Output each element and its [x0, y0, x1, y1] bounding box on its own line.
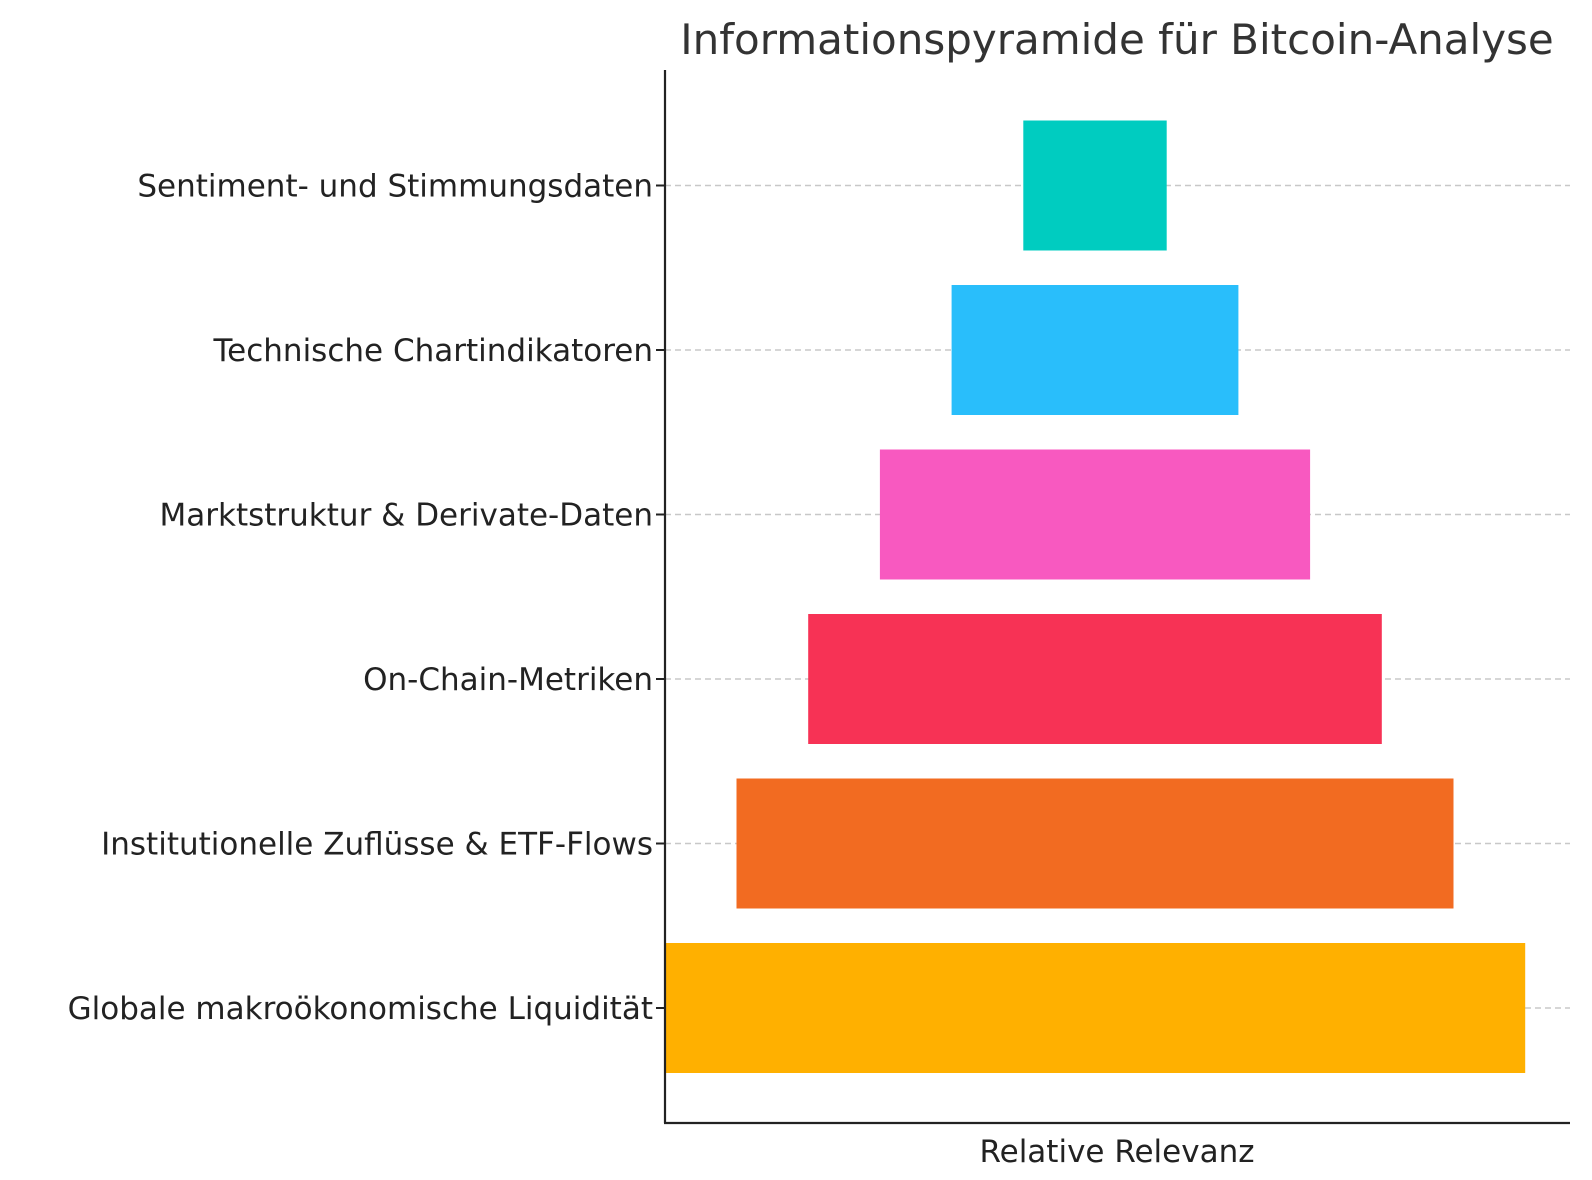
y-tick-label: Institutionelle Zuflüsse & ETF-Flows — [101, 827, 653, 863]
bar-5 — [951, 285, 1239, 415]
bar-3 — [808, 614, 1382, 744]
y-tick-label: Globale makroökonomische Liquidität — [68, 991, 653, 1027]
y-tick-label: Technische Chartindikatoren — [212, 333, 653, 369]
bar-1 — [664, 943, 1526, 1073]
bars — [664, 120, 1526, 1073]
axes — [663, 70, 1570, 1125]
y-tick-label: Sentiment- und Stimmungsdaten — [137, 169, 653, 205]
x-axis-label: Relative Relevanz — [979, 1134, 1254, 1170]
y-tick-label: On-Chain-Metriken — [363, 662, 653, 698]
chart-title: Informationspyramide für Bitcoin-Analyse — [680, 15, 1554, 64]
bar-2 — [736, 778, 1454, 909]
bar-6 — [1023, 120, 1167, 251]
bar-4 — [879, 449, 1311, 580]
y-tick-label: Marktstruktur & Derivate-Daten — [160, 498, 653, 534]
y-ticks: Globale makroökonomische Liquidität Insti… — [68, 169, 665, 1027]
